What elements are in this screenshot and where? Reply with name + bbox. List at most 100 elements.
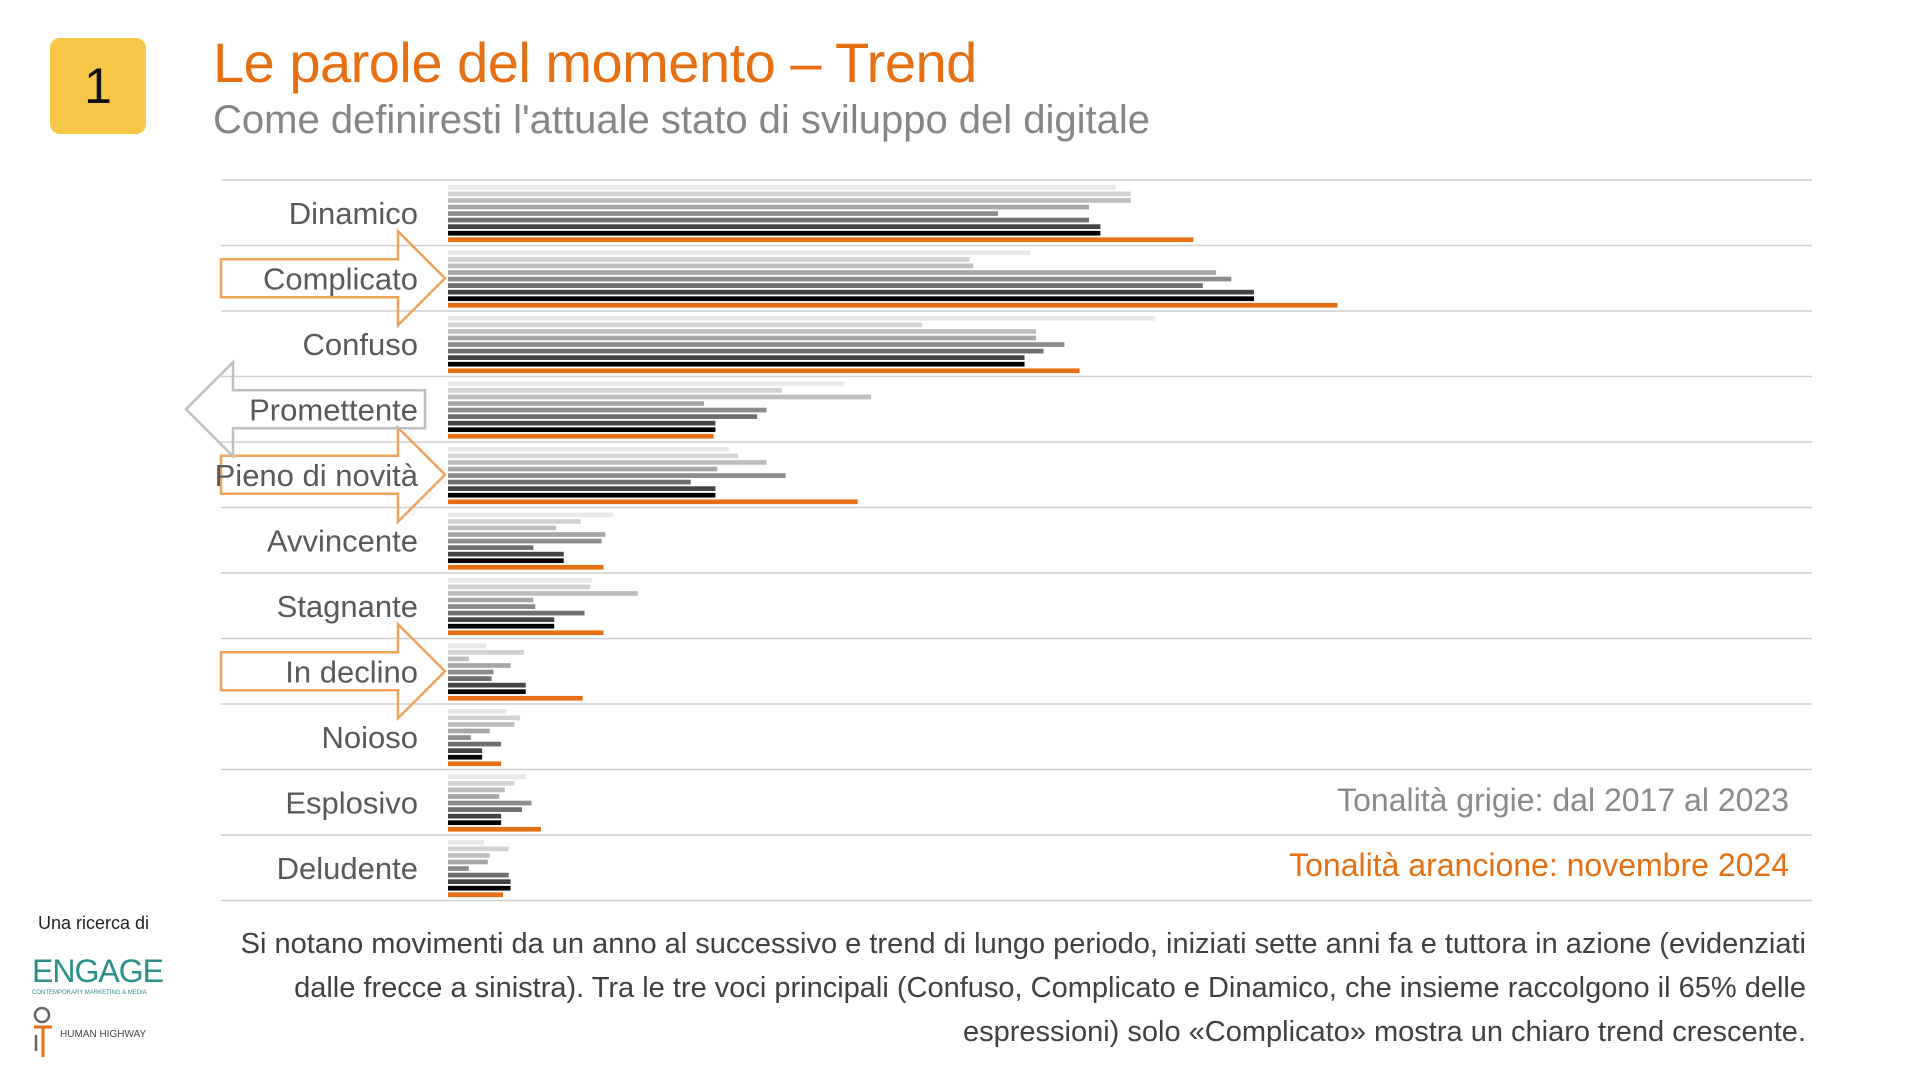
bar-7-5 — [448, 676, 492, 681]
bar-7-3 — [448, 663, 511, 668]
bar-7-6 — [448, 682, 526, 688]
bar-9-6 — [448, 813, 502, 819]
engage-logo: ENGAGE CONTEMPORARY MARKETING & MEDIA — [32, 953, 164, 996]
bar-2-4 — [448, 342, 1065, 347]
bar-8-5 — [448, 741, 502, 747]
bar-1-1 — [448, 257, 970, 262]
bar-5-0 — [448, 512, 613, 518]
bar-9-3 — [448, 794, 500, 799]
bar-10-1 — [448, 846, 509, 852]
bar-1-5 — [448, 283, 1203, 288]
bar-10-6 — [448, 879, 511, 884]
category-label-3: Promettente — [249, 392, 418, 427]
bar-6-0 — [448, 578, 593, 583]
bar-4-5 — [448, 479, 691, 485]
bar-6-4 — [448, 604, 536, 609]
bar-5-6 — [448, 551, 564, 557]
bar-7-1 — [448, 650, 524, 655]
bar-10-4 — [448, 866, 469, 871]
bar-3-5 — [448, 414, 758, 419]
bar-6-7 — [448, 623, 555, 629]
category-label-9: Esplosivo — [285, 785, 418, 820]
bar-0-0 — [448, 185, 1116, 190]
category-label-7: In declino — [285, 654, 418, 689]
bar-2-3 — [448, 335, 1036, 341]
bar-5-3 — [448, 532, 606, 537]
bar-0-6 — [448, 224, 1101, 229]
bar-8-3 — [448, 728, 490, 734]
engage-logo-text: ENGAGE — [32, 953, 163, 989]
bar-6-8 — [448, 630, 604, 636]
bar-1-3 — [448, 270, 1217, 275]
bar-0-1 — [448, 191, 1131, 197]
bar-3-0 — [448, 381, 845, 387]
bar-3-7 — [448, 427, 716, 433]
bar-5-7 — [448, 558, 564, 564]
bar-1-6 — [448, 289, 1255, 295]
bar-7-4 — [448, 669, 494, 675]
bar-3-3 — [448, 401, 705, 406]
bar-0-2 — [448, 198, 1131, 203]
legend-orange-tones: Tonalità arancione: novembre 2024 — [1289, 847, 1789, 883]
research-credit: Una ricerca di — [38, 913, 150, 933]
bar-2-1 — [448, 322, 923, 328]
bar-4-3 — [448, 466, 718, 472]
bar-2-6 — [448, 355, 1025, 360]
engage-logo-tagline: CONTEMPORARY MARKETING & MEDIA — [32, 990, 147, 996]
category-label-8: Noioso — [322, 720, 419, 755]
bar-2-8 — [448, 368, 1080, 374]
bar-7-0 — [448, 643, 486, 649]
bar-2-5 — [448, 348, 1044, 354]
bar-1-2 — [448, 263, 974, 269]
trend-bar-chart: Dinamico Complicato Confuso Promettente Pien… — [184, 179, 1812, 902]
category-label-0: Dinamico — [289, 196, 418, 231]
trend-arrow-right-icon-1 — [219, 228, 447, 329]
bar-5-5 — [448, 545, 534, 550]
bar-4-4 — [448, 473, 786, 478]
bar-1-7 — [448, 296, 1255, 302]
section-number-badge: 1 — [50, 38, 146, 134]
bar-6-5 — [448, 610, 585, 616]
bar-2-2 — [448, 329, 1036, 334]
bar-7-8 — [448, 695, 583, 701]
bar-0-3 — [448, 204, 1090, 210]
bar-5-1 — [448, 519, 581, 524]
bar-4-8 — [448, 499, 858, 505]
bar-10-2 — [448, 853, 490, 858]
human-highway-logo: HUMAN HIGHWAY — [33, 1006, 146, 1057]
bar-9-2 — [448, 787, 505, 793]
bar-8-6 — [448, 748, 483, 753]
page-title: Le parole del momento – Trend — [213, 31, 977, 94]
category-label-6: Stagnante — [277, 589, 418, 624]
bar-8-1 — [448, 715, 521, 721]
bar-6-6 — [448, 617, 555, 622]
bar-6-3 — [448, 597, 534, 603]
human-highway-logo-text: HUMAN HIGHWAY — [60, 1029, 146, 1040]
category-label-10: Deludente — [277, 851, 418, 886]
trend-arrow-right-icon-4 — [219, 424, 447, 525]
human-highway-figure-icon — [33, 1006, 52, 1057]
bar-0-4 — [448, 211, 998, 216]
footnote-text: Si notano movimenti da un anno al succes… — [240, 928, 1806, 1048]
bar-4-6 — [448, 486, 716, 491]
bar-10-3 — [448, 859, 488, 865]
bar-9-7 — [448, 820, 502, 826]
trend-arrow-left-icon-3 — [184, 359, 427, 460]
bar-10-7 — [448, 885, 511, 891]
bar-8-0 — [448, 709, 507, 714]
bar-10-8 — [448, 892, 503, 898]
bar-0-5 — [448, 217, 1090, 223]
bar-3-4 — [448, 407, 767, 413]
bar-1-8 — [448, 302, 1338, 308]
bar-1-0 — [448, 250, 1031, 256]
bar-4-0 — [448, 447, 729, 452]
bar-8-7 — [448, 754, 483, 760]
bar-10-5 — [448, 872, 509, 878]
category-label-4: Pieno di novità — [215, 458, 419, 493]
legend-gray-tones: Tonalità grigie: dal 2017 al 2023 — [1337, 782, 1789, 818]
bar-1-4 — [448, 276, 1232, 282]
bar-9-4 — [448, 800, 532, 806]
bar-8-4 — [448, 735, 471, 740]
bar-5-8 — [448, 564, 604, 570]
category-label-5: Avvincente — [267, 523, 418, 558]
